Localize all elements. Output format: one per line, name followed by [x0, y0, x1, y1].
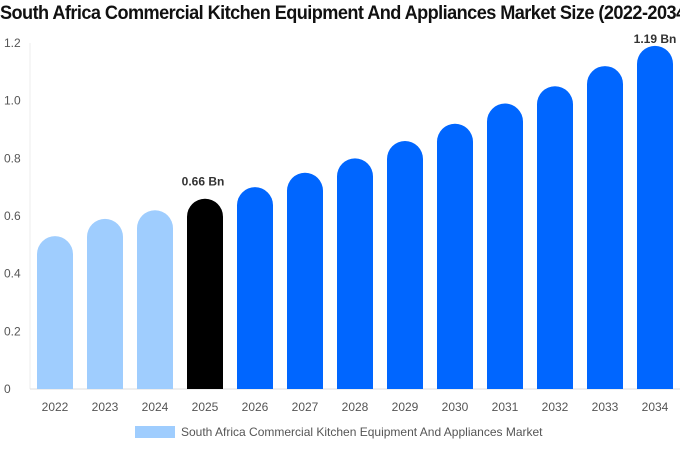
y-tick-label: 0.6 [4, 209, 21, 223]
legend-swatch [135, 426, 175, 438]
bar-2024 [137, 210, 173, 389]
x-tick-label: 2024 [142, 400, 169, 414]
x-tick-label: 2025 [192, 400, 219, 414]
x-tick-label: 2031 [492, 400, 519, 414]
y-tick-label: 0.2 [4, 324, 21, 338]
y-tick-label: 1.0 [4, 94, 21, 108]
bar-2032 [537, 86, 573, 389]
legend-label: South Africa Commercial Kitchen Equipmen… [181, 425, 543, 439]
y-tick-label: 0 [4, 382, 11, 396]
x-tick-label: 2028 [342, 400, 369, 414]
bar-2028 [337, 158, 373, 389]
x-tick-label: 2026 [242, 400, 269, 414]
x-tick-label: 2023 [92, 400, 119, 414]
legend: South Africa Commercial Kitchen Equipmen… [135, 425, 543, 439]
bar-2025 [187, 198, 223, 389]
bar-2027 [287, 172, 323, 389]
data-label: 1.19 Bn [634, 32, 677, 46]
y-tick-label: 0.4 [4, 267, 21, 281]
x-tick-label: 2029 [392, 400, 419, 414]
bar-2023 [87, 218, 123, 389]
bar-2034 [637, 45, 673, 390]
x-tick-label: 2030 [442, 400, 469, 414]
x-tick-label: 2032 [542, 400, 569, 414]
bar-2022 [37, 236, 73, 389]
bar-2029 [387, 141, 423, 389]
bar-2033 [587, 66, 623, 389]
bar-2030 [437, 123, 473, 389]
chart-title: South Africa Commercial Kitchen Equipmen… [0, 2, 680, 24]
y-tick-label: 0.8 [4, 151, 21, 165]
x-tick-label: 2022 [42, 400, 69, 414]
data-label: 0.66 Bn [182, 175, 225, 189]
bar-2026 [237, 187, 273, 389]
x-tick-label: 2034 [642, 400, 669, 414]
bar-2031 [487, 103, 523, 390]
x-tick-label: 2027 [292, 400, 319, 414]
x-tick-label: 2033 [592, 400, 619, 414]
y-tick-label: 1.2 [4, 36, 21, 50]
